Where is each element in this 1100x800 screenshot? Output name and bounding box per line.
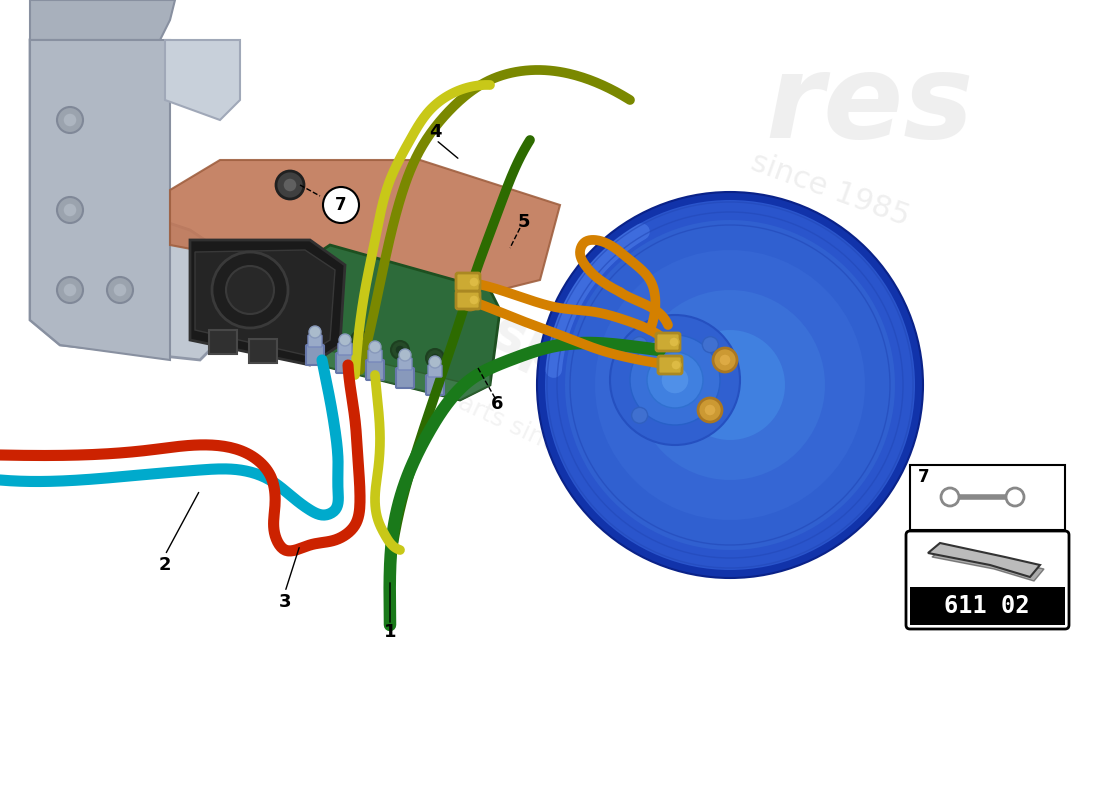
Text: 6: 6 [491,395,504,413]
Circle shape [107,277,133,303]
Circle shape [537,192,923,578]
Circle shape [283,178,297,192]
Text: 2: 2 [158,556,172,574]
Polygon shape [932,547,1044,581]
FancyBboxPatch shape [910,587,1065,625]
FancyBboxPatch shape [428,365,442,377]
Text: 611 02: 611 02 [944,594,1030,618]
Polygon shape [170,160,560,300]
Polygon shape [30,40,170,360]
Circle shape [276,171,304,199]
Circle shape [309,326,321,338]
Text: 7: 7 [336,196,346,214]
Circle shape [669,337,679,347]
Circle shape [351,331,369,349]
FancyBboxPatch shape [368,350,382,362]
FancyBboxPatch shape [249,339,277,363]
FancyBboxPatch shape [456,273,480,291]
Circle shape [113,283,127,297]
FancyBboxPatch shape [906,531,1069,629]
Text: 3: 3 [278,593,292,611]
FancyBboxPatch shape [336,353,354,373]
Polygon shape [30,40,220,360]
Text: 7: 7 [918,468,930,486]
Circle shape [63,203,77,217]
Polygon shape [30,0,175,40]
Circle shape [647,352,703,408]
FancyBboxPatch shape [396,368,414,388]
Circle shape [631,337,648,353]
FancyBboxPatch shape [398,358,412,370]
Polygon shape [190,240,345,365]
Circle shape [661,366,689,394]
Circle shape [703,407,718,423]
Text: res: res [766,47,975,162]
Polygon shape [300,245,500,400]
Circle shape [57,107,82,133]
Circle shape [595,250,865,520]
Circle shape [323,187,359,223]
FancyBboxPatch shape [456,291,480,309]
FancyBboxPatch shape [366,360,384,380]
FancyBboxPatch shape [209,330,236,354]
FancyBboxPatch shape [308,335,322,347]
Circle shape [395,345,405,355]
Circle shape [212,252,288,328]
FancyBboxPatch shape [426,375,444,395]
Circle shape [355,335,365,345]
Circle shape [429,356,441,368]
Text: 5: 5 [518,213,530,231]
Circle shape [631,407,648,423]
Polygon shape [165,40,240,120]
Circle shape [57,277,82,303]
Circle shape [630,335,720,425]
Circle shape [399,349,411,361]
Circle shape [544,200,915,570]
Circle shape [57,197,82,223]
FancyBboxPatch shape [338,343,352,355]
Circle shape [63,113,77,127]
Text: erspares: erspares [425,278,695,442]
Circle shape [565,220,895,550]
Text: 4: 4 [429,123,441,141]
Circle shape [719,354,732,366]
Circle shape [698,398,722,422]
Circle shape [426,349,444,367]
Text: since 1985: since 1985 [747,148,913,232]
Circle shape [635,290,825,480]
Circle shape [703,337,718,353]
Circle shape [226,266,274,314]
Text: 1: 1 [384,623,396,641]
FancyBboxPatch shape [910,465,1065,530]
Circle shape [610,315,740,445]
Circle shape [339,334,351,346]
Circle shape [430,353,440,363]
Circle shape [1006,488,1024,506]
Polygon shape [300,345,490,400]
Text: tion of parts since 1985: tion of parts since 1985 [361,346,640,494]
Polygon shape [195,250,336,355]
Circle shape [713,348,737,372]
Circle shape [368,341,381,353]
FancyBboxPatch shape [658,356,682,374]
Circle shape [704,404,716,416]
Circle shape [460,290,480,310]
FancyBboxPatch shape [656,333,680,351]
Circle shape [675,330,785,440]
Polygon shape [928,543,1040,577]
FancyBboxPatch shape [306,345,324,365]
Circle shape [671,360,681,370]
Circle shape [940,488,959,506]
Circle shape [63,283,77,297]
Circle shape [469,277,478,287]
Circle shape [390,341,409,359]
Circle shape [469,295,478,305]
